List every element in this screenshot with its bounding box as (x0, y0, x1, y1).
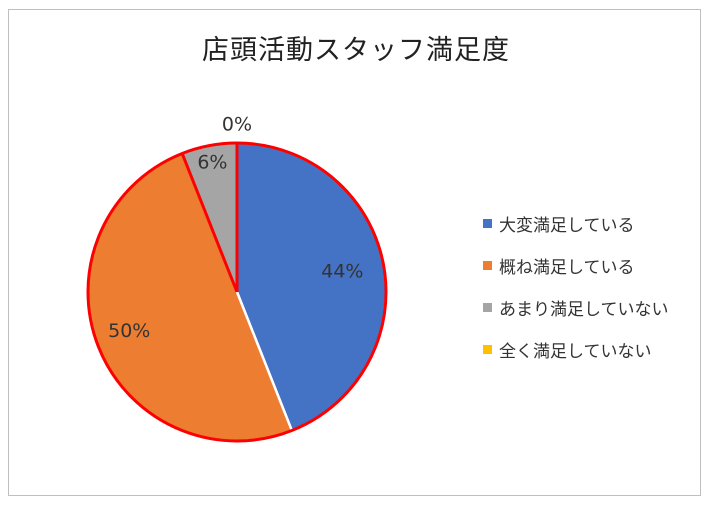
data-label: 44% (321, 260, 363, 282)
legend-swatch (483, 344, 492, 354)
chart-title: 店頭活動スタッフ満足度 (202, 35, 510, 66)
legend-swatch (483, 218, 492, 228)
legend-swatch (483, 302, 492, 312)
data-label: 0% (222, 114, 252, 136)
legend-item: 全く満足していない (483, 338, 669, 362)
data-label: 6% (197, 152, 227, 174)
legend-swatch (483, 260, 492, 270)
legend-label: 全く満足していない (499, 341, 652, 362)
legend-label: 大変満足している (499, 215, 635, 236)
data-label: 50% (108, 320, 150, 342)
chart-legend: 大変満足している 概ね満足している あまり満足していない 全く満足していない (483, 212, 669, 380)
legend-label: 概ね満足している (499, 257, 635, 278)
legend-item: 大変満足している (483, 212, 669, 236)
legend-label: あまり満足していない (499, 299, 669, 320)
legend-item: 概ね満足している (483, 254, 669, 278)
slice-outline-segment (180, 152, 239, 293)
legend-item: あまり満足していない (483, 296, 669, 320)
